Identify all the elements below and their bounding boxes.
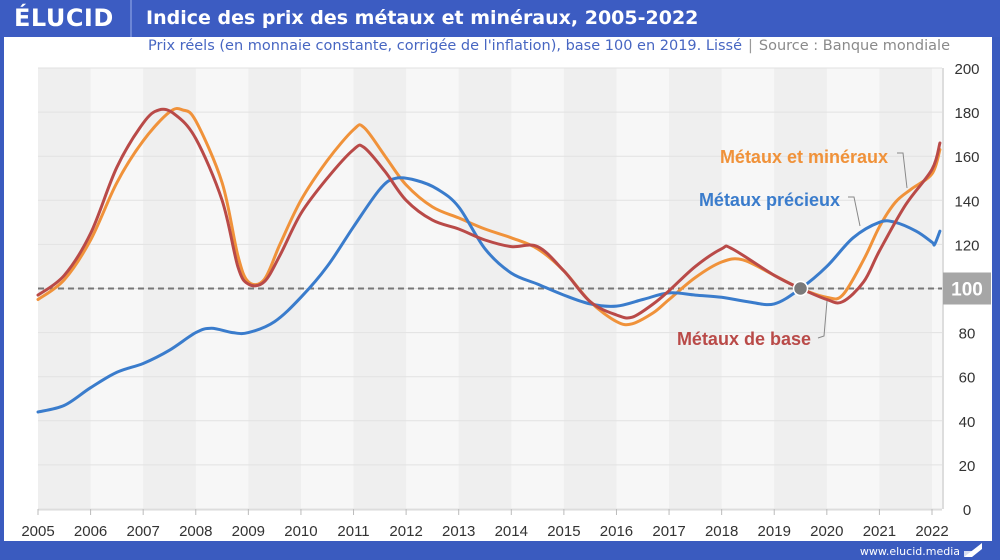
subtitle-text: Prix réels (en monnaie constante, corrig… — [148, 38, 742, 54]
y-tick-label: 160 — [954, 149, 979, 166]
subtitle-separator: | — [748, 38, 753, 54]
highlighted-tick-box — [943, 272, 991, 305]
x-tick-label: 2010 — [284, 523, 317, 540]
series-lines — [36, 107, 942, 414]
y-tick-label: 40 — [959, 414, 976, 431]
y-tick-label: 60 — [959, 370, 976, 387]
label-leader-line — [848, 196, 861, 227]
series-label-metaux-de-base: Métaux de base — [677, 329, 811, 349]
y-tick-label: 200 — [954, 61, 979, 78]
x-tick-label: 2006 — [74, 523, 107, 540]
chart-subtitle: Prix réels (en monnaie constante, corrig… — [148, 38, 950, 54]
x-tick-label: 2012 — [389, 523, 422, 540]
footer-url[interactable]: www.elucid.media — [859, 545, 960, 558]
y-tick-label-highlighted: 100 — [951, 280, 983, 301]
x-tick-label: 2011 — [337, 523, 369, 540]
y-tick-label: 120 — [954, 237, 979, 254]
x-tick-label: 2013 — [442, 523, 475, 540]
elucid-mark-icon — [964, 543, 982, 557]
header-bar: ÉLUCID Indice des prix des métaux et min… — [0, 0, 1000, 37]
brand-logo: ÉLUCID — [14, 4, 114, 32]
series-labels: Métaux et minéraux Métaux précieux Métaux … — [677, 147, 908, 349]
series-line-metaux-et-mineraux — [36, 107, 942, 327]
y-tick-label: 0 — [963, 502, 971, 519]
x-tick-label: 2018 — [705, 523, 738, 540]
x-tick-label: 2005 — [21, 523, 54, 540]
header-divider — [130, 0, 132, 37]
label-leader-line — [897, 152, 908, 189]
base-year-point — [792, 280, 809, 297]
x-tick-label: 2008 — [179, 523, 212, 540]
x-tick-label: 2017 — [652, 523, 685, 540]
label-leader-line — [817, 300, 828, 339]
series-label-metaux-precieux: Métaux précieux — [699, 190, 840, 210]
x-tick-label: 2009 — [232, 523, 265, 540]
source-text: Source : Banque mondiale — [758, 38, 950, 54]
x-tick-label: 2019 — [758, 523, 791, 540]
x-tick-label: 2015 — [547, 523, 580, 540]
chart-title: Indice des prix des métaux et minéraux, … — [146, 7, 699, 29]
y-tick-label: 140 — [954, 193, 979, 210]
y-tick-label: 80 — [959, 326, 976, 343]
x-axis-ticks: 2005 2006 2007 2008 2009 2010 2011 2012 2013 2014… — [21, 509, 949, 540]
x-tick-label: 2016 — [600, 523, 633, 540]
y-axis-ticks: 0 20 40 60 80 100 120 140 160 180 200 — [943, 61, 991, 519]
x-tick-label: 2014 — [495, 523, 528, 540]
series-label-metaux-et-mineraux: Métaux et minéraux — [720, 147, 888, 167]
y-tick-label: 180 — [954, 105, 979, 122]
x-tick-label: 2020 — [810, 523, 843, 540]
x-tick-label: 2021 — [863, 523, 896, 540]
y-tick-label: 20 — [959, 458, 976, 475]
x-tick-label: 2007 — [126, 523, 159, 540]
series-line-metaux-precieux — [36, 176, 942, 414]
x-tick-label: 2022 — [915, 523, 948, 540]
